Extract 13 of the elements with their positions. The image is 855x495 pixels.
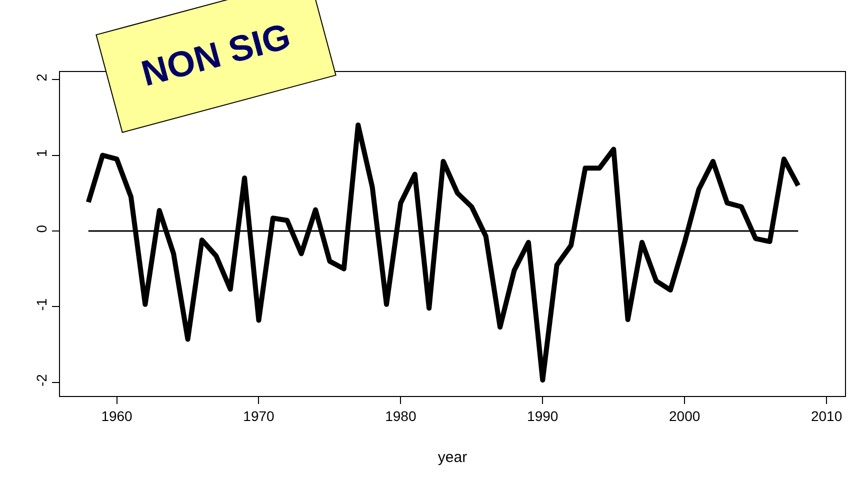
x-tick-label: 2000 [669,408,700,424]
x-tick-label: 2010 [810,408,842,424]
y-tick-label: 0 [33,224,50,233]
x-axis-title: year [438,448,468,466]
y-tick-label: -1 [33,298,50,311]
x-tick-label: 1980 [385,408,416,424]
x-tick-label: 1960 [101,408,133,424]
y-tick-label: 2 [33,73,50,82]
y-tick-label: 1 [33,149,50,158]
x-tick-label: 1970 [243,408,275,424]
x-tick-label: 1990 [527,408,558,424]
annotation: NON SIG [137,15,295,95]
y-tick-label: -2 [33,374,50,386]
